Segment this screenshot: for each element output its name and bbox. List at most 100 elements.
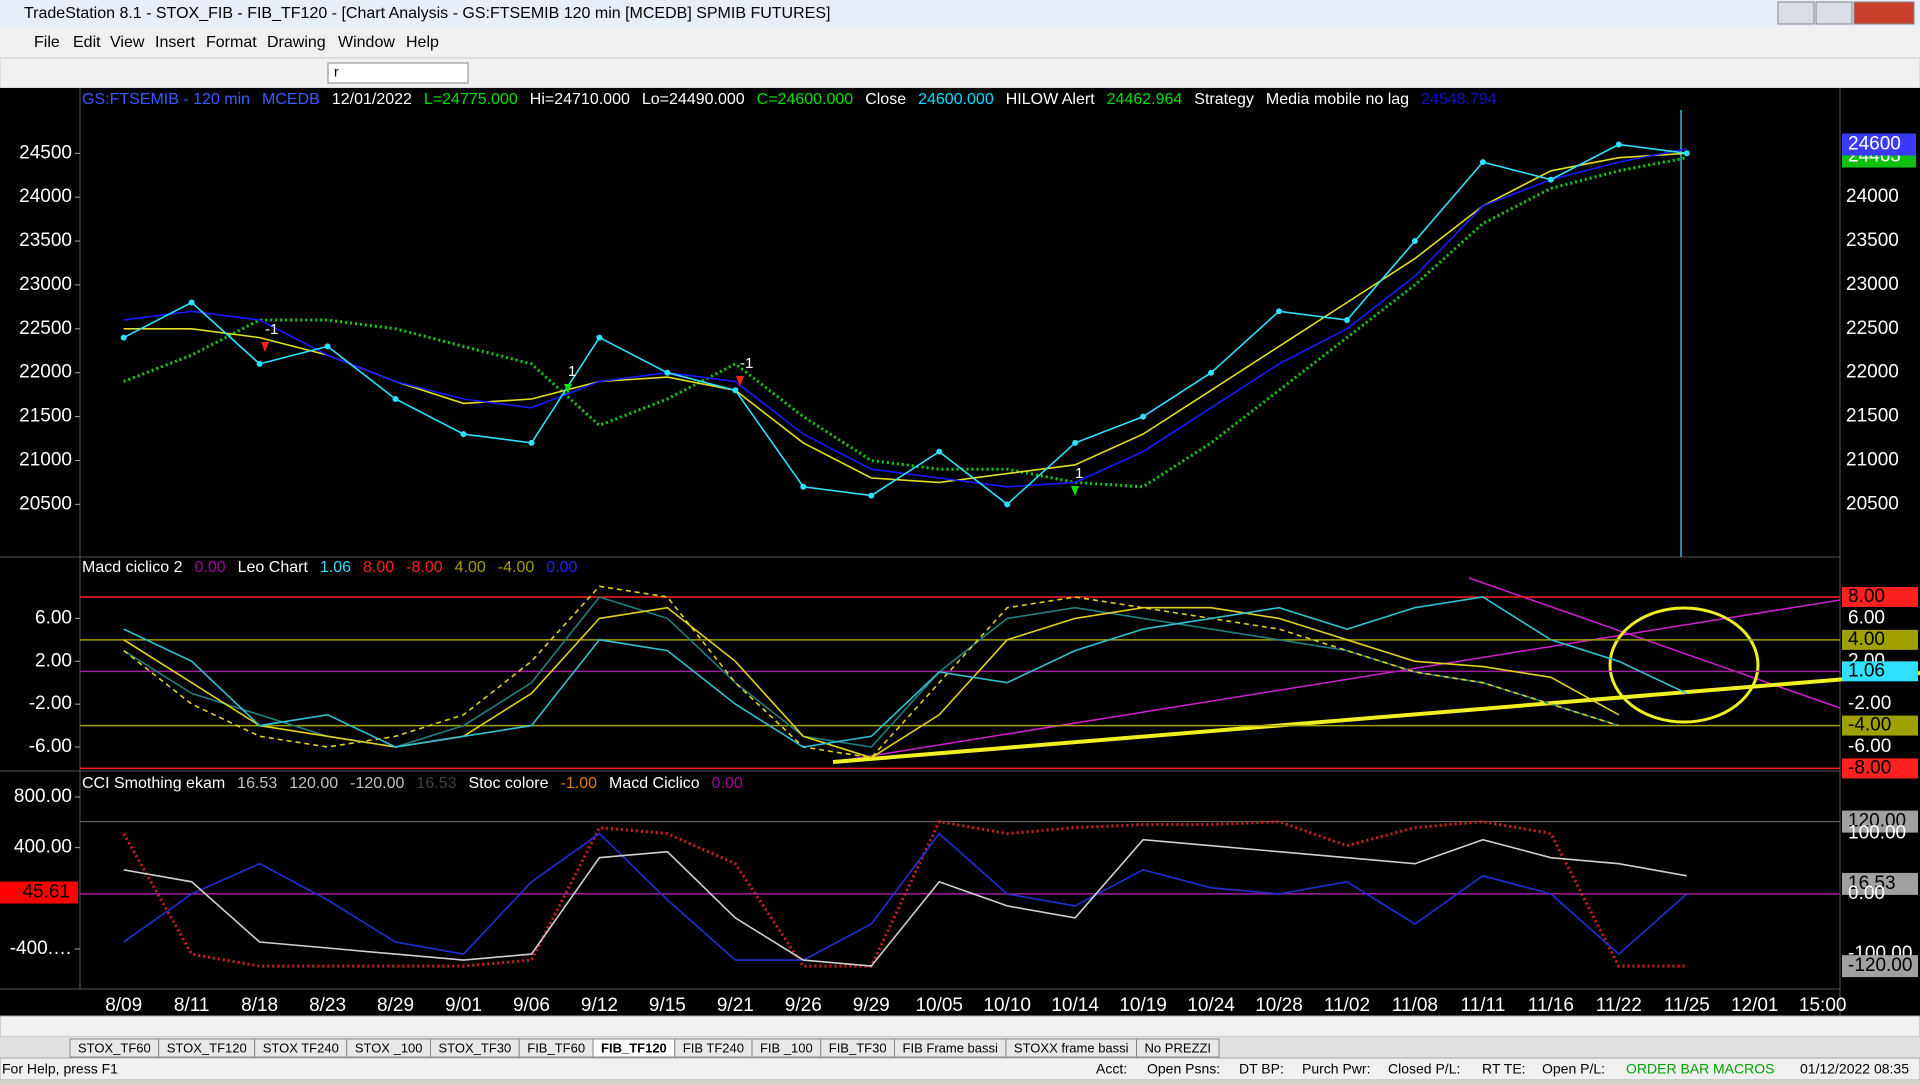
- price-dot: [800, 483, 807, 490]
- tab-label: FIB_TF30: [829, 1040, 887, 1055]
- price-dot: [1072, 439, 1079, 446]
- last-value-label: 24600: [1848, 134, 1901, 155]
- trendline[interactable]: [832, 671, 1920, 764]
- indicator-header: 16.53: [237, 775, 277, 792]
- x-tick-label: 10/24: [1187, 995, 1235, 1016]
- price-dot: [664, 369, 671, 376]
- indicator-header: Macd Ciclico: [609, 775, 700, 792]
- y-tick-label: 22000: [19, 362, 72, 383]
- tab-label: FIB _100: [760, 1040, 813, 1055]
- x-tick-label: 15:00: [1799, 995, 1847, 1016]
- menu-item[interactable]: View: [110, 34, 145, 51]
- y-tick-label: 24500: [19, 142, 72, 163]
- level-box: [1842, 955, 1918, 978]
- menu-item[interactable]: Format: [206, 34, 257, 51]
- menu-item[interactable]: Insert: [155, 34, 196, 51]
- price-dot: [936, 448, 943, 455]
- x-tick-label: 9/01: [445, 995, 482, 1016]
- indicator-header: 1.06: [320, 559, 351, 576]
- highlight-ellipse[interactable]: [1608, 606, 1760, 724]
- indicator-header: -8.00: [406, 559, 443, 576]
- minimize[interactable]: [1777, 1, 1815, 25]
- title-bar: [0, 0, 1920, 27]
- indicator-header: 0.00: [194, 559, 225, 576]
- maximize[interactable]: [1815, 1, 1853, 25]
- x-tick-label: 10/10: [983, 995, 1031, 1016]
- y2-tick-label: -120.00: [1848, 955, 1912, 976]
- right-tick-label: -8.00: [1848, 757, 1891, 778]
- price-dot: [1547, 176, 1554, 183]
- x-tick-label: 10/19: [1119, 995, 1167, 1016]
- y-tick-label: 24000: [19, 186, 72, 207]
- y-tick-label: -400.…: [10, 938, 72, 959]
- menu-item[interactable]: File: [34, 34, 60, 51]
- x-tick-label: 9/06: [513, 995, 550, 1016]
- menu-item[interactable]: Drawing: [267, 34, 326, 51]
- menu-item[interactable]: Help: [406, 34, 439, 51]
- tab-label: STOXX frame bassi: [1014, 1040, 1129, 1055]
- close[interactable]: [1853, 1, 1915, 25]
- indicator-header: Macd ciclico 2: [82, 559, 183, 576]
- indicator-header: 120.00: [289, 775, 338, 792]
- signal-arrow: [564, 384, 572, 394]
- y-tick-label-right: 23000: [1846, 274, 1899, 295]
- indicator-header: 16.53: [416, 775, 456, 792]
- y2-tick-label: 120.00: [1848, 811, 1906, 832]
- series-line: [123, 143, 1687, 506]
- tab[interactable]: [1136, 1038, 1220, 1058]
- tab-label: STOX_TF60: [78, 1040, 151, 1055]
- x-tick-label: 9/21: [717, 995, 754, 1016]
- right-tick-label: 6.00: [1848, 607, 1885, 628]
- indicator-header: CCI Smothing ekam: [82, 775, 225, 792]
- tab-label: FIB Frame bassi: [903, 1040, 998, 1055]
- price-dot: [1140, 413, 1147, 420]
- indicator-header: L=24775.000: [424, 91, 518, 108]
- x-tick-label: 11/02: [1324, 995, 1370, 1016]
- menu-item[interactable]: Edit: [73, 34, 101, 51]
- y-tick-label-right: 21500: [1846, 406, 1899, 427]
- price-dot: [1479, 159, 1486, 166]
- price-dot: [528, 439, 535, 446]
- trendline[interactable]: [832, 599, 1841, 763]
- level-box: [1842, 629, 1918, 650]
- y-tick-label: -2.00: [29, 693, 72, 714]
- symbol-box[interactable]: [327, 62, 469, 84]
- price-dot: [256, 360, 263, 367]
- y-tick-label-right: 20500: [1846, 493, 1899, 514]
- price-dot: [1208, 369, 1215, 376]
- right-tick-label: -2.00: [1848, 693, 1891, 714]
- y-tick-label-right: 22500: [1846, 318, 1899, 339]
- status-item: Closed P/L:: [1388, 1061, 1460, 1077]
- level-box: [1842, 586, 1918, 607]
- indicator-header: 24548.794: [1421, 91, 1497, 108]
- y2-tick-label: 16.53: [1848, 873, 1896, 894]
- right-tick-label: -4.00: [1848, 715, 1891, 736]
- indicator-header: HILOW Alert: [1006, 91, 1095, 108]
- series-line: [123, 606, 1620, 759]
- series-line: [123, 596, 1688, 748]
- y-tick-label: 20500: [19, 493, 72, 514]
- price-dot: [324, 343, 331, 350]
- x-tick-label: 10/14: [1051, 995, 1099, 1016]
- value-box: [0, 881, 78, 904]
- tab-label: No PREZZI: [1145, 1040, 1211, 1055]
- y-tick-label-right: 21000: [1846, 449, 1899, 470]
- y-tick-label: -6.00: [29, 736, 72, 757]
- right-tick-label: 8.00: [1848, 586, 1885, 607]
- y-tick-label-right: 24000: [1846, 186, 1899, 207]
- status-item: ORDER BAR: [1626, 1061, 1709, 1077]
- x-tick-label: 11/25: [1664, 995, 1710, 1016]
- x-tick-label: 11/22: [1596, 995, 1642, 1016]
- status-item: Open Psns:: [1147, 1061, 1220, 1077]
- price-dot: [868, 492, 875, 499]
- status-item: 01/12/2022 08:35: [1800, 1061, 1909, 1077]
- x-tick-label: 10/28: [1255, 995, 1303, 1016]
- symbol-text: r: [334, 64, 339, 80]
- x-tick-label: 11/08: [1392, 995, 1438, 1016]
- menu-item[interactable]: Window: [338, 34, 395, 51]
- y-tick-label: 21000: [19, 449, 72, 470]
- scrollbar[interactable]: [0, 1015, 1920, 1038]
- level-box: [1842, 661, 1918, 682]
